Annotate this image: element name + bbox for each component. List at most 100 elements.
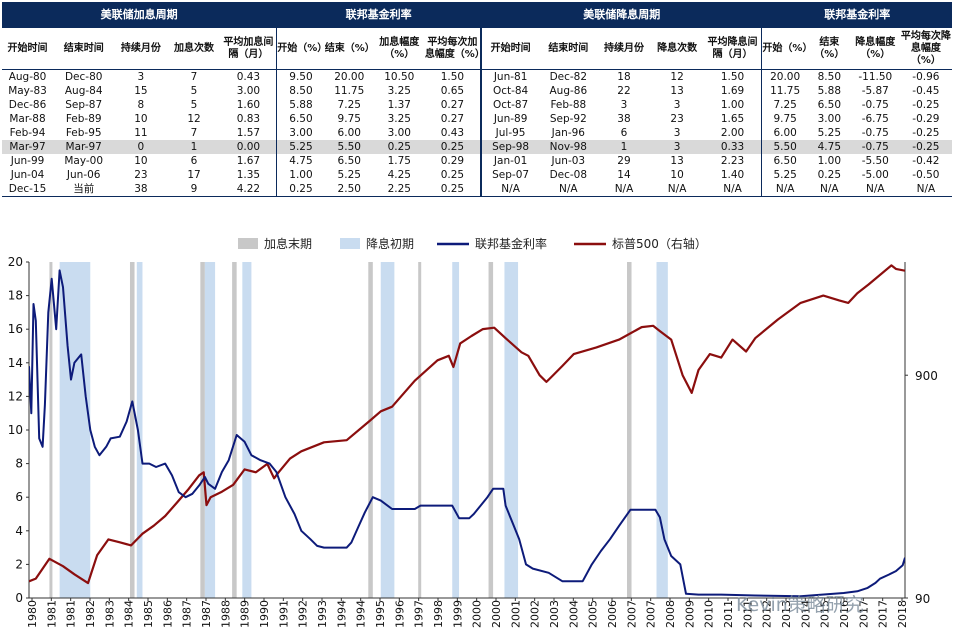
table-row: Mar-88 Feb-89 10 12 0.83 6.50 9.75 3.25 0.27 Jun-… [2, 112, 952, 126]
column-header: 开始（%） [276, 28, 325, 70]
column-header: 降息次数 [650, 28, 704, 70]
x-tick-label: 2012 [761, 600, 774, 628]
y-left-tick-label: 10 [8, 423, 23, 437]
table-cell: 29 [617, 155, 631, 167]
table-cell: Jan-01 [479, 154, 540, 168]
table-cell: 1.57 [236, 127, 261, 139]
table-cell: Jun-81 [479, 69, 540, 84]
table-cell: 0.43 [236, 71, 261, 83]
x-tick-label: 2001 [509, 600, 522, 628]
column-header: 开始时间 [2, 28, 54, 70]
table-cell: 13 [670, 155, 684, 167]
table-cell: 3 [650, 140, 704, 154]
table-cell: 18 [617, 71, 631, 83]
table-row: Dec-86 Sep-87 8 5 1.60 5.88 7.25 1.37 0.27 Oct-87… [2, 98, 952, 112]
x-tick-label: 1989 [239, 600, 252, 628]
table-cell: 3 [673, 99, 681, 111]
table-cell: 3.00 [387, 127, 411, 139]
table-cell: 5.50 [761, 140, 808, 154]
table-cell: Oct-87 [479, 98, 540, 112]
table-cell: 11.75 [334, 85, 365, 97]
table-cell: Sep-07 [479, 168, 540, 182]
group-header: 联邦基金利率 [276, 2, 481, 28]
table-cell: Sep-98 [479, 140, 540, 154]
x-tick-label: 1986 [161, 600, 174, 628]
table-cell: 6.00 [337, 127, 361, 139]
table-cell: Feb-95 [65, 127, 102, 139]
legend-fed-funds-label: 联邦基金利率 [475, 236, 547, 251]
table-cell: 6 [190, 155, 198, 167]
x-tick-label: 2000 [471, 600, 484, 628]
table-cell: 0.27 [440, 99, 465, 111]
table-cell: 5.25 [817, 127, 842, 139]
watermark: Kevin策略研究 [736, 594, 864, 616]
x-tick-label: 1997 [413, 600, 426, 628]
table-cell: 0.25 [440, 169, 465, 181]
table-cell: 11.75 [761, 84, 808, 98]
table-cell: -0.75 [861, 99, 889, 111]
table-row: Dec-15 当前 38 9 4.22 0.25 2.50 2.25 0.25 N/A N/A N/A… [2, 182, 952, 197]
table-cell: Aug-86 [549, 85, 588, 97]
table-cell: -0.42 [912, 155, 940, 167]
x-tick-label: 1981 [65, 600, 78, 628]
x-tick-label: 2015 [819, 600, 832, 628]
table-cell: 0.65 [440, 85, 465, 97]
table-cell: 0.43 [440, 127, 465, 139]
x-tick-label: 2000 [490, 600, 503, 628]
table-cell: Feb-89 [65, 113, 102, 125]
table-cell: 0.25 [817, 169, 842, 181]
x-tick-label: 1983 [103, 600, 116, 628]
legend-hike-end-swatch [238, 238, 258, 249]
table-cell: Sep-92 [549, 113, 587, 125]
table-cell: Dec-80 [64, 71, 103, 83]
column-header: 结束（%） [807, 28, 851, 70]
table-cell: 0.29 [440, 155, 465, 167]
table-cell: 1.00 [276, 168, 325, 182]
table-cell: 3.25 [387, 113, 411, 125]
table-cell: 20.00 [334, 71, 365, 83]
table-cell: 1.35 [236, 169, 261, 181]
column-header: 降息幅度（%） [850, 28, 900, 70]
table-cell: -0.45 [912, 85, 940, 97]
table-cell: -0.96 [912, 71, 940, 83]
table-cell: 7 [190, 71, 198, 83]
table-cell: 6.50 [761, 154, 808, 168]
x-tick-label: 1980 [26, 600, 39, 628]
table-cell: -5.87 [861, 85, 889, 97]
x-tick-label: 1988 [219, 600, 232, 628]
table-cell: 1.50 [720, 71, 745, 83]
table-cell: 10 [134, 155, 148, 167]
table-cell: 23 [134, 169, 148, 181]
table-cell: Dec-86 [8, 99, 47, 111]
y-left-tick-label: 20 [8, 255, 23, 269]
group-header: 联邦基金利率 [761, 2, 952, 28]
table-cell: 5.25 [337, 169, 361, 181]
x-tick-label: 1984 [123, 600, 136, 628]
table-row: Feb-94 Feb-95 11 7 1.57 3.00 6.00 3.00 0.43 Jul-9… [2, 126, 952, 140]
table-cell: 9 [167, 182, 221, 197]
table-cell: 8.50 [276, 84, 325, 98]
table-cell: 0.33 [703, 140, 762, 154]
table-cell: N/A [650, 182, 704, 197]
x-tick-label: 2009 [683, 600, 696, 628]
column-header: 加息幅度（%） [373, 28, 425, 70]
table-cell: Jun-03 [551, 155, 586, 167]
hike-end-band [368, 262, 373, 598]
table-cell: Oct-84 [479, 84, 540, 98]
table-cell: 1.00 [817, 155, 842, 167]
x-tick-label: 1995 [374, 600, 387, 628]
table-cell: 12 [187, 113, 201, 125]
table-cell: 0.83 [236, 113, 261, 125]
table-cell: N/A [899, 182, 952, 197]
column-header: 平均每次加息幅度（%） [424, 28, 481, 70]
y-left-tick-label: 0 [15, 591, 23, 605]
table-cell: Mar-97 [53, 140, 115, 154]
table-cell: 22 [617, 85, 631, 97]
group-header: 美联储降息周期 [479, 2, 762, 28]
y-left-tick-label: 12 [8, 389, 23, 403]
table-cell: 2.50 [324, 182, 374, 197]
column-header: 开始时间 [479, 28, 540, 70]
table-cell: 1.65 [720, 113, 745, 125]
table-cell: -6.75 [861, 113, 889, 125]
column-header: 结束时间 [53, 28, 115, 70]
